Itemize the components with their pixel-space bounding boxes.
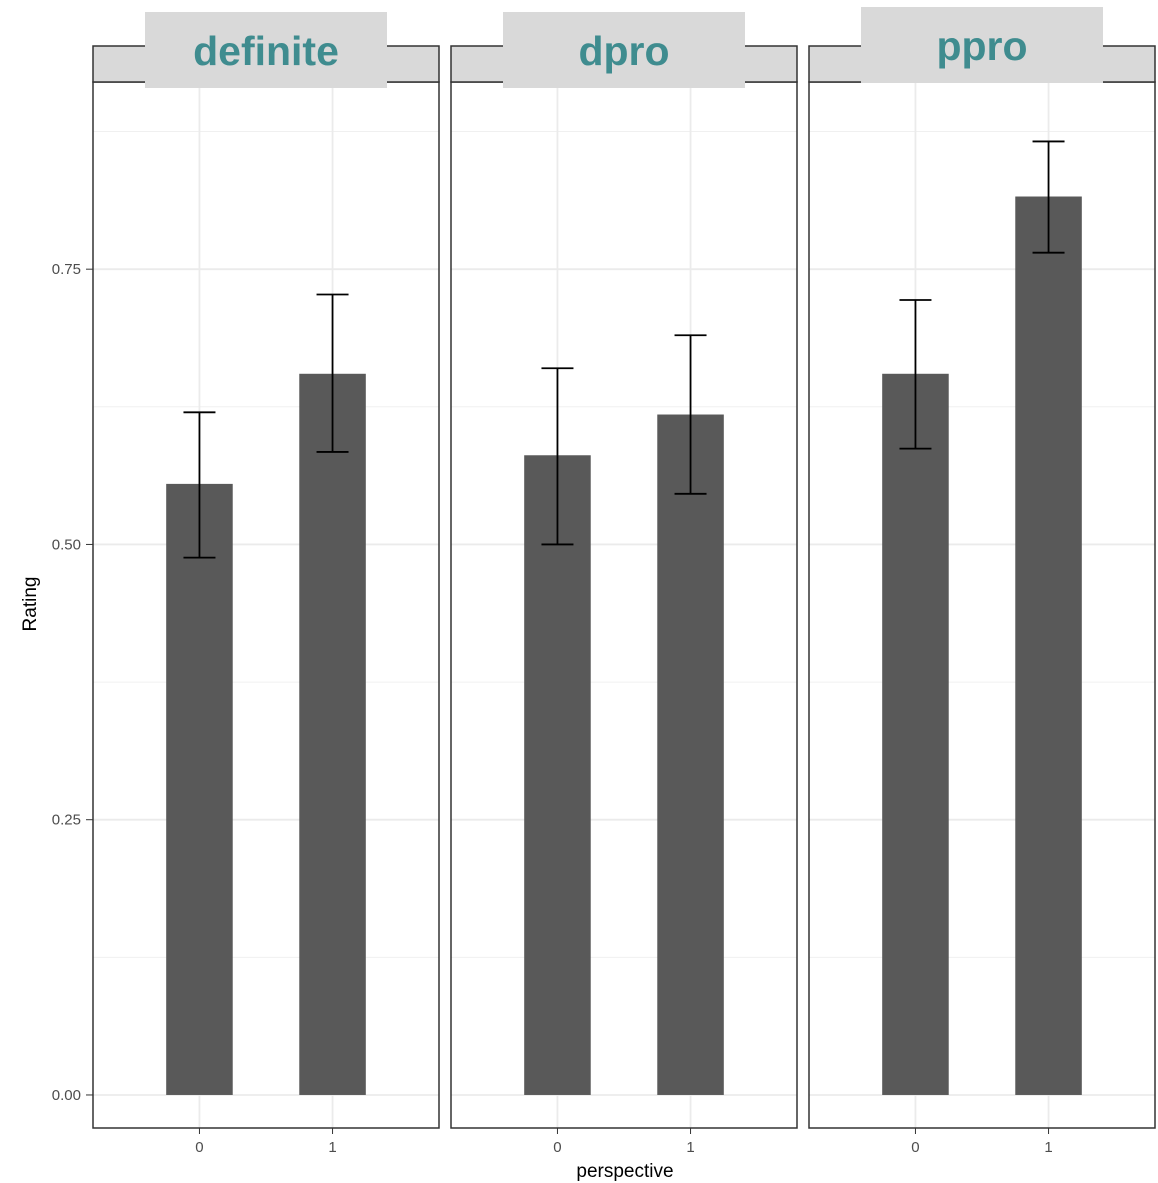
panels: definite 0 1 dpro 0 1 ppro 0 1 bbox=[92, 7, 1156, 1156]
bar-ppro-0 bbox=[882, 373, 949, 1095]
y-tick-label: 0.25 bbox=[52, 812, 81, 829]
strip-label-box bbox=[145, 12, 387, 88]
error-bar-definite-0 bbox=[183, 411, 216, 559]
bar-dpro-0 bbox=[524, 455, 591, 1095]
x-tick-label: 0 bbox=[553, 1139, 561, 1156]
x-tick-label: 1 bbox=[1044, 1139, 1052, 1156]
x-tick-label: 0 bbox=[195, 1139, 203, 1156]
panel-background bbox=[809, 82, 1155, 1128]
bar-definite-1 bbox=[299, 373, 366, 1095]
panel-definite: definite 0 1 bbox=[92, 12, 440, 1156]
y-tick-label: 0.00 bbox=[52, 1087, 81, 1104]
error-bar-ppro-0 bbox=[899, 299, 932, 450]
x-tick-label: 0 bbox=[911, 1139, 919, 1156]
panel-ppro: ppro 0 1 bbox=[808, 7, 1156, 1156]
panel-background bbox=[93, 82, 439, 1128]
error-bar-dpro-1 bbox=[674, 334, 707, 495]
x-axis-title: perspective bbox=[576, 1161, 673, 1182]
error-bar-ppro-1 bbox=[1032, 140, 1065, 254]
strip-label: dpro bbox=[578, 28, 669, 74]
error-bar-definite-1 bbox=[316, 293, 349, 453]
y-tick-label: 0.75 bbox=[52, 261, 81, 278]
bar-definite-0 bbox=[166, 483, 233, 1095]
error-bar-dpro-0 bbox=[541, 367, 574, 546]
strip-label: definite bbox=[193, 28, 339, 74]
y-axis: 0.00 0.25 0.50 0.75 bbox=[52, 261, 93, 1104]
bar-dpro-1 bbox=[657, 414, 724, 1095]
y-tick-label: 0.50 bbox=[52, 536, 81, 553]
strip-label-box bbox=[861, 7, 1103, 83]
x-tick-label: 1 bbox=[328, 1139, 336, 1156]
x-tick-label: 1 bbox=[686, 1139, 694, 1156]
bar-ppro-1 bbox=[1015, 196, 1082, 1095]
strip-label-box bbox=[503, 12, 745, 88]
y-axis-title: Rating bbox=[20, 577, 41, 632]
panel-dpro: dpro 0 1 bbox=[450, 12, 798, 1156]
panel-background bbox=[451, 82, 797, 1128]
strip-label: ppro bbox=[936, 23, 1027, 69]
